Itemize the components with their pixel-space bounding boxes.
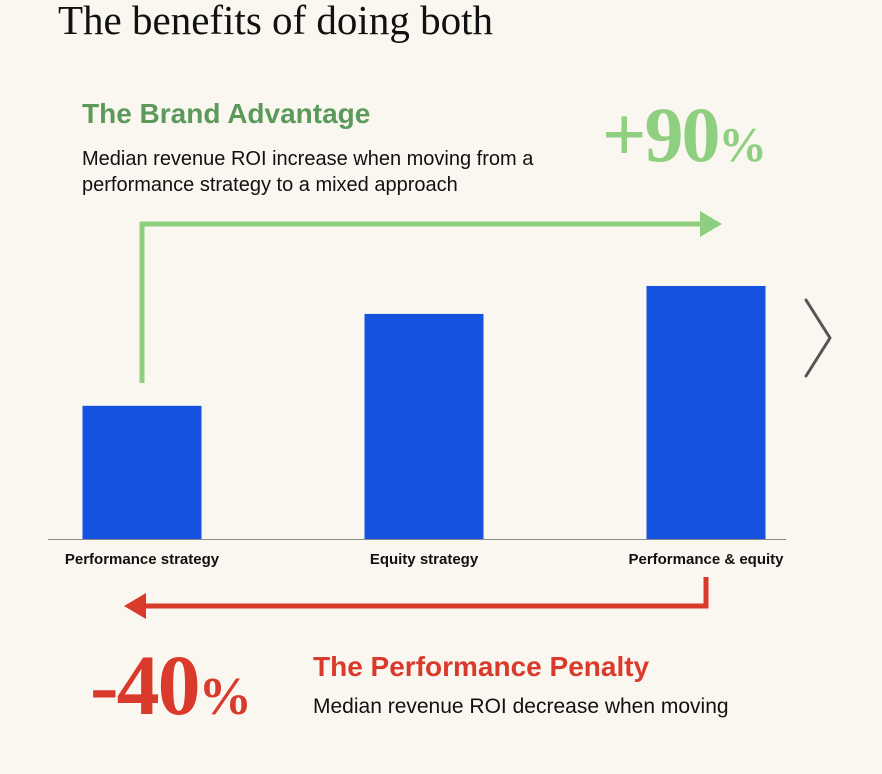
x-tick-label-1: Equity strategy [370,551,479,568]
bar-2 [646,285,766,539]
brand-advantage-arrow-head [700,211,722,237]
penalty-percent-number: -40 [90,637,201,733]
chevron-right-icon [804,298,832,378]
performance-penalty-percent: -40% [90,642,252,739]
page-title: The benefits of doing both [58,0,493,43]
brand-percent-sign: % [718,119,766,172]
bar-1 [364,313,484,539]
brand-advantage-percent: +90% [602,96,767,185]
performance-penalty-title: The Performance Penalty [313,651,650,682]
bar-0 [82,405,202,539]
performance-penalty-description: Median revenue ROI decrease when moving [313,695,729,718]
performance-penalty-arrow-line [146,577,709,609]
brand-percent-number: +90 [602,91,720,178]
x-tick-label-0: Performance strategy [65,551,220,568]
brand-advantage-description: Median revenue ROI increase when moving … [82,148,534,196]
performance-penalty-arrow-head [124,593,146,619]
next-slide-button[interactable] [796,296,836,380]
brand-advantage-arrow-line [139,221,703,383]
brand-advantage-title: The Brand Advantage [82,98,371,129]
x-tick-label-2: Performance & equity [628,551,784,568]
penalty-percent-sign: % [198,666,252,726]
